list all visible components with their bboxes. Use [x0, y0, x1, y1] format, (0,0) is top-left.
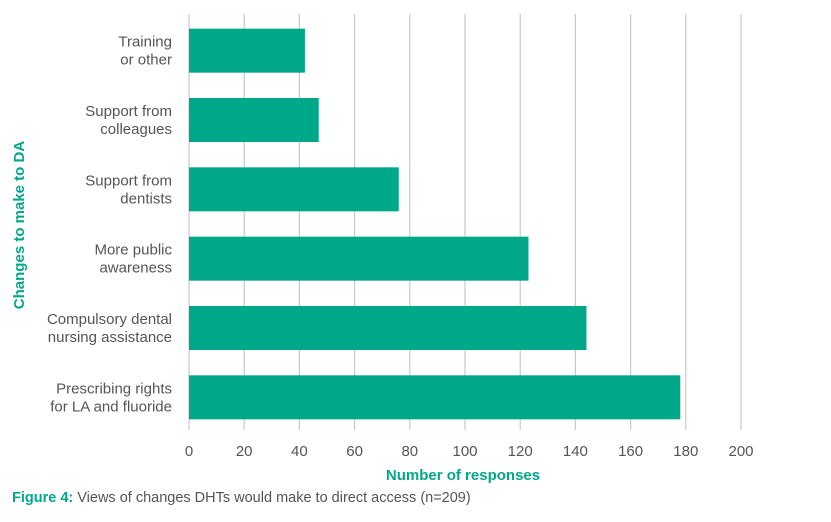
figure-caption: Figure 4: Views of changes DHTs would ma…: [12, 490, 471, 506]
category-label-line: More public: [94, 242, 172, 259]
x-tick-label: 80: [401, 443, 418, 460]
x-tick-label: 60: [346, 443, 363, 460]
category-label: Support from colleagues: [85, 103, 172, 138]
x-tick-label: 160: [618, 443, 643, 460]
category-label-line: nursing assistance: [48, 329, 172, 346]
category-label-line: or other: [120, 52, 172, 69]
x-tick-label: 200: [728, 443, 753, 460]
figure-label: Figure 4:: [12, 490, 74, 506]
category-label: Prescribing rights for LA and fluoride: [50, 380, 172, 415]
bar: [189, 306, 587, 350]
bar: [189, 28, 305, 73]
x-axis-title: Number of responses: [386, 467, 540, 484]
category-label-line: Training: [118, 34, 172, 51]
category-label-line: for LA and fluoride: [50, 398, 172, 415]
category-label-line: colleagues: [100, 121, 172, 138]
category-label-line: Support from: [85, 172, 172, 189]
bar: [189, 98, 319, 142]
category-label: Training or other: [118, 34, 172, 69]
gridlines: [188, 14, 742, 430]
x-tick-label: 40: [291, 443, 308, 460]
x-tick-label: 100: [452, 443, 477, 460]
category-label-line: Compulsory dental: [47, 311, 172, 328]
figure-caption-text: Views of changes DHTs would make to dire…: [73, 490, 471, 506]
bar: [189, 236, 529, 281]
x-tick-labels: 0 20 40 60 80 100 120 140 160 180 200: [185, 443, 754, 460]
category-label: More public awareness: [94, 242, 172, 277]
bars: [189, 28, 681, 420]
bar: [189, 375, 681, 420]
category-label-line: dentists: [120, 190, 172, 207]
category-label-line: awareness: [99, 260, 172, 277]
category-label-line: Support from: [85, 103, 172, 120]
x-tick-label: 0: [185, 443, 193, 460]
x-tick-label: 20: [236, 443, 253, 460]
category-label: Support from dentists: [85, 172, 172, 207]
bar: [189, 167, 399, 212]
x-tick-label: 120: [508, 443, 533, 460]
category-label-line: Prescribing rights: [56, 380, 172, 397]
y-axis-title: Changes to make to DA: [11, 141, 28, 310]
x-tick-label: 140: [563, 443, 588, 460]
category-label: Compulsory dental nursing assistance: [47, 311, 172, 346]
x-tick-label: 180: [673, 443, 698, 460]
